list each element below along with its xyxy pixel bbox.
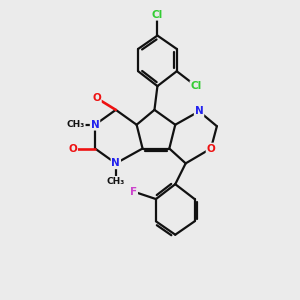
Text: O: O: [92, 93, 101, 103]
Text: F: F: [130, 187, 137, 196]
Text: O: O: [68, 143, 77, 154]
Text: Cl: Cl: [152, 10, 163, 20]
Text: N: N: [195, 106, 203, 116]
Text: N: N: [111, 158, 120, 168]
Text: Cl: Cl: [190, 81, 202, 91]
Text: N: N: [91, 120, 99, 130]
Text: CH₃: CH₃: [67, 120, 85, 129]
Text: O: O: [207, 143, 215, 154]
Text: CH₃: CH₃: [107, 177, 125, 186]
